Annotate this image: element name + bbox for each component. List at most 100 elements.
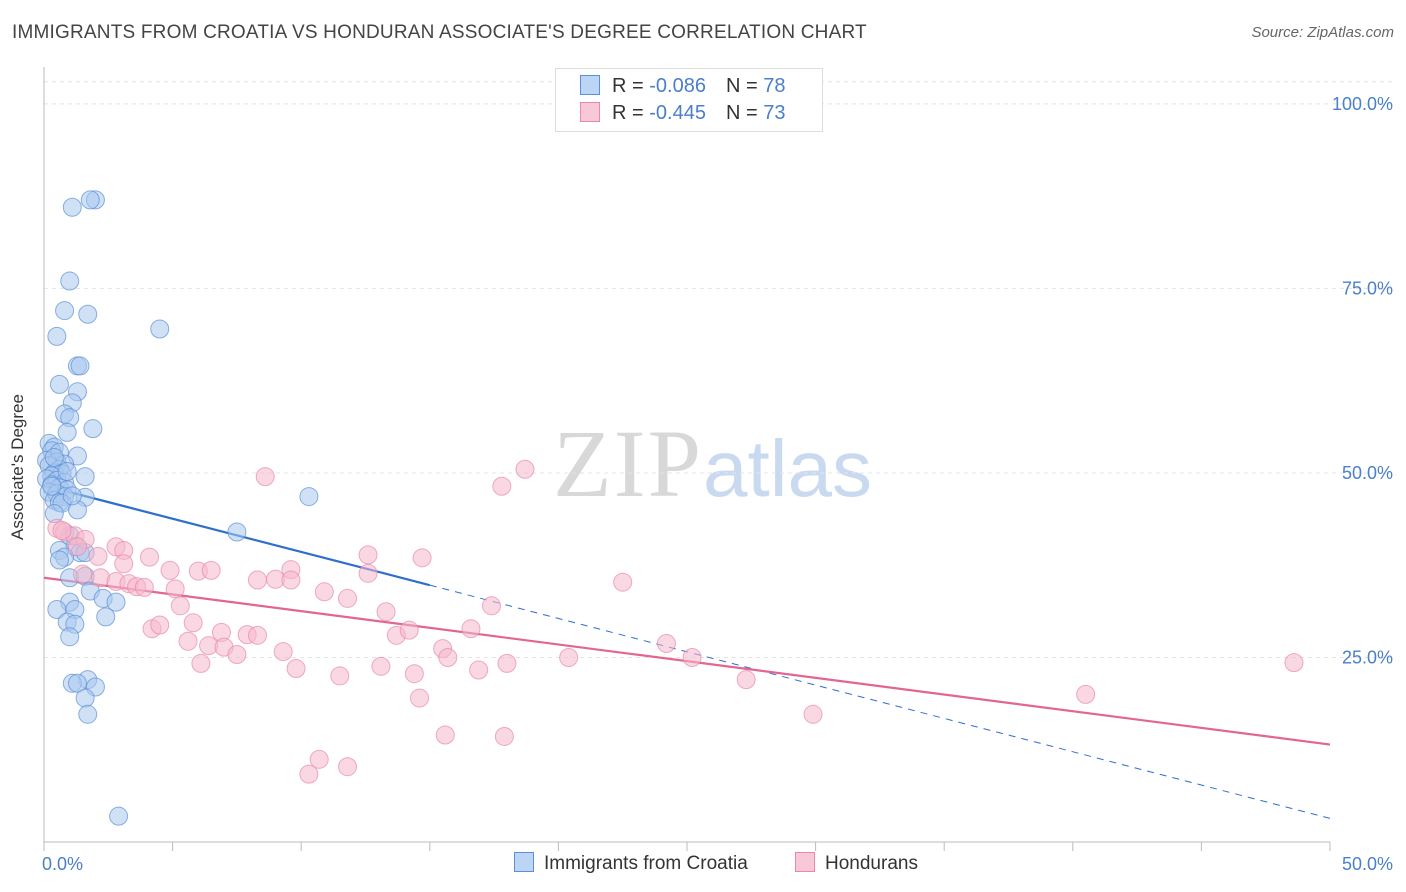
watermark-atlas: atlas: [703, 424, 872, 513]
croatia-point: [75, 688, 95, 708]
y-tick-label: 100.0%: [1332, 94, 1393, 114]
honduran-point: [281, 570, 301, 590]
x-tick-label: 0.0%: [42, 854, 83, 874]
honduran-point: [309, 749, 329, 769]
croatia-point: [75, 467, 95, 487]
croatia-point: [57, 461, 77, 481]
honduran-point: [515, 459, 535, 479]
legend-row-hondurans: R = -0.445 N = 73: [580, 100, 785, 126]
honduran-point: [67, 537, 87, 557]
honduran-point: [371, 656, 391, 676]
data-points: [37, 190, 1304, 826]
croatia-point: [227, 522, 247, 542]
y-tick-label: 75.0%: [1342, 278, 1393, 298]
croatia-point: [47, 326, 67, 346]
honduran-point: [330, 666, 350, 686]
bottom-legend-label: Hondurans: [825, 853, 918, 874]
honduran-point: [165, 579, 185, 599]
honduran-point: [559, 647, 579, 667]
croatia-point: [62, 197, 82, 217]
honduran-point: [337, 757, 357, 777]
honduran-point: [494, 726, 514, 746]
honduran-point: [170, 596, 190, 616]
honduran-point: [682, 647, 702, 667]
watermark-zip: ZIP: [553, 410, 703, 517]
honduran-point: [482, 596, 502, 616]
legend-swatch-blue: [580, 75, 600, 95]
honduran-point: [183, 613, 203, 633]
croatia-point: [49, 374, 69, 394]
legend-swatch-pink: [580, 102, 600, 122]
honduran-point: [178, 631, 198, 651]
grid-lines: [44, 81, 1392, 658]
source-label: Source: ZipAtlas.com: [1251, 24, 1394, 41]
legend-n-label: N =: [725, 75, 764, 97]
bottom-legend-croatia: Immigrants from Croatia: [514, 852, 748, 875]
croatia-point: [67, 673, 87, 693]
honduran-point: [227, 645, 247, 665]
croatia-trend-extension: [429, 584, 1331, 819]
croatia-point: [78, 704, 98, 724]
honduran-point: [286, 659, 306, 679]
honduran-point: [88, 546, 108, 566]
x-tick-label: 50.0%: [1342, 854, 1393, 874]
bottom-legend-label: Immigrants from Croatia: [544, 853, 748, 874]
axes: [43, 67, 1331, 851]
honduran-point: [150, 615, 170, 635]
croatia-point: [96, 607, 116, 627]
croatia-point: [62, 486, 82, 506]
croatia-point: [106, 592, 126, 612]
honduran-point: [736, 670, 756, 690]
honduran-point: [191, 653, 211, 673]
honduran-point: [247, 625, 267, 645]
croatia-point: [42, 476, 62, 496]
honduran-point: [314, 582, 334, 602]
legend-n-value: 78: [763, 75, 786, 97]
honduran-point: [803, 704, 823, 724]
honduran-point: [201, 560, 221, 580]
croatia-point: [60, 627, 80, 647]
honduran-point: [160, 560, 180, 580]
honduran-point: [497, 653, 517, 673]
croatia-point: [55, 301, 75, 321]
honduran-point: [114, 554, 134, 574]
croatia-point: [60, 271, 80, 291]
legend-n-label: N =: [725, 102, 764, 124]
y-tick-label: 25.0%: [1342, 647, 1393, 667]
honduran-point: [492, 476, 512, 496]
honduran-point: [52, 521, 72, 541]
honduran-point: [299, 764, 319, 784]
honduran-point: [358, 545, 378, 565]
honduran-point: [1076, 684, 1096, 704]
honduran-point: [410, 688, 430, 708]
croatia-point: [150, 319, 170, 339]
honduran-point: [139, 547, 159, 567]
bottom-legend-hondurans: Hondurans: [795, 852, 918, 875]
legend-r-label: R =: [612, 75, 650, 97]
honduran-point: [255, 467, 275, 487]
honduran-point: [613, 572, 633, 592]
honduran-point: [247, 570, 267, 590]
honduran-point: [273, 642, 293, 662]
honduran-point: [461, 619, 481, 639]
honduran-point: [73, 564, 93, 584]
legend-r-value: -0.445: [649, 102, 706, 124]
bottom-legend-swatch-pink: [795, 852, 815, 872]
watermark: ZIPatlas: [553, 408, 872, 519]
croatia-point: [80, 190, 100, 210]
honduran-point: [404, 664, 424, 684]
correlation-legend: R = -0.086 N = 78 R = -0.445 N = 73: [555, 68, 823, 132]
legend-row-croatia: R = -0.086 N = 78: [580, 73, 785, 99]
croatia-point: [83, 419, 103, 439]
honduran-point: [337, 588, 357, 608]
honduran-point: [376, 602, 396, 622]
honduran-point: [438, 647, 458, 667]
croatia-point: [44, 447, 64, 467]
tick-labels: 25.0% 50.0% 75.0% 100.0% 0.0% 50.0%: [42, 94, 1393, 874]
chart-title: IMMIGRANTS FROM CROATIA VS HONDURAN ASSO…: [12, 22, 867, 43]
legend-r-value: -0.086: [649, 75, 706, 97]
honduran-point: [469, 660, 489, 680]
honduran-point: [399, 620, 419, 640]
croatia-point: [57, 422, 77, 442]
